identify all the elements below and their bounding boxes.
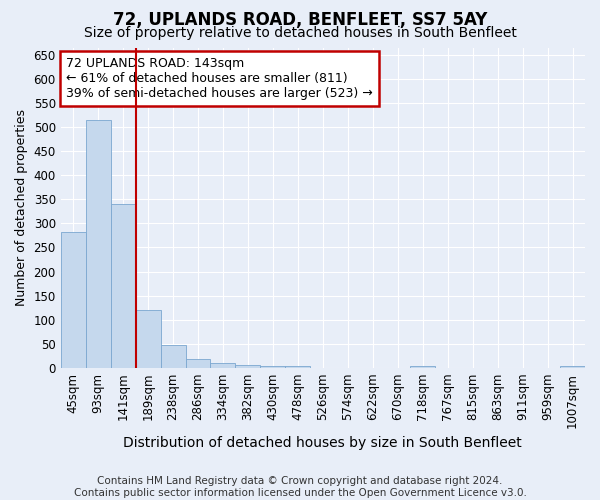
Bar <box>185 360 211 368</box>
Text: Size of property relative to detached houses in South Benfleet: Size of property relative to detached ho… <box>83 26 517 40</box>
Bar <box>560 366 585 368</box>
Text: 72, UPLANDS ROAD, BENFLEET, SS7 5AY: 72, UPLANDS ROAD, BENFLEET, SS7 5AY <box>113 11 487 29</box>
Bar <box>260 366 286 368</box>
Text: Contains HM Land Registry data © Crown copyright and database right 2024.
Contai: Contains HM Land Registry data © Crown c… <box>74 476 526 498</box>
Y-axis label: Number of detached properties: Number of detached properties <box>15 109 28 306</box>
Bar <box>161 346 185 368</box>
Bar <box>61 232 86 368</box>
Bar <box>235 364 260 368</box>
Bar <box>86 120 110 368</box>
Bar <box>410 366 435 368</box>
Bar <box>286 366 310 368</box>
X-axis label: Distribution of detached houses by size in South Benfleet: Distribution of detached houses by size … <box>124 436 522 450</box>
Bar <box>110 204 136 368</box>
Bar <box>211 363 235 368</box>
Text: 72 UPLANDS ROAD: 143sqm
← 61% of detached houses are smaller (811)
39% of semi-d: 72 UPLANDS ROAD: 143sqm ← 61% of detache… <box>66 57 373 100</box>
Bar <box>136 310 161 368</box>
